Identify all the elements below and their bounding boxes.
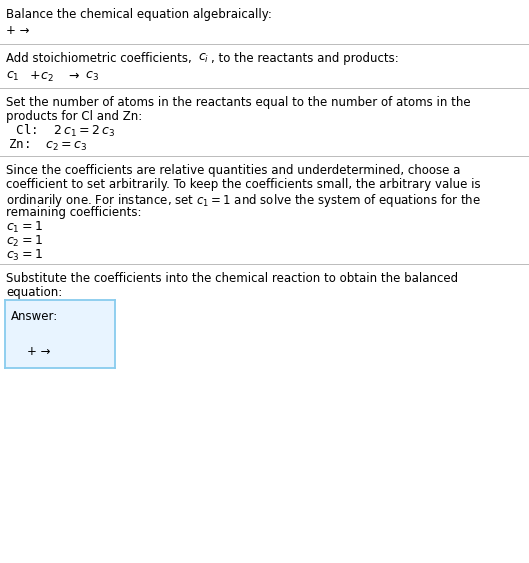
Text: Add stoichiometric coefficients,: Add stoichiometric coefficients, — [6, 52, 196, 65]
Text: $c_1 = 1$: $c_1 = 1$ — [6, 220, 43, 235]
Text: $+c_2$: $+c_2$ — [26, 70, 54, 84]
Text: $c_1$: $c_1$ — [6, 70, 20, 83]
Text: , to the reactants and products:: , to the reactants and products: — [211, 52, 399, 65]
Text: Zn:  $c_2 = c_3$: Zn: $c_2 = c_3$ — [8, 138, 87, 153]
Text: equation:: equation: — [6, 286, 62, 299]
Text: Answer:: Answer: — [11, 310, 58, 323]
Text: Set the number of atoms in the reactants equal to the number of atoms in the: Set the number of atoms in the reactants… — [6, 96, 471, 109]
Text: coefficient to set arbitrarily. To keep the coefficients small, the arbitrary va: coefficient to set arbitrarily. To keep … — [6, 178, 481, 191]
Text: ordinarily one. For instance, set $c_1 = 1$ and solve the system of equations fo: ordinarily one. For instance, set $c_1 =… — [6, 192, 481, 209]
Text: + →: + → — [27, 345, 50, 358]
Text: $c_2 = 1$: $c_2 = 1$ — [6, 234, 43, 249]
Text: →: → — [61, 70, 79, 83]
Text: Since the coefficients are relative quantities and underdetermined, choose a: Since the coefficients are relative quan… — [6, 164, 460, 177]
Text: Cl:  $2\,c_1 = 2\,c_3$: Cl: $2\,c_1 = 2\,c_3$ — [8, 123, 115, 139]
Text: $c_3$: $c_3$ — [78, 70, 99, 83]
Text: + →: + → — [6, 24, 30, 37]
Text: $c_3 = 1$: $c_3 = 1$ — [6, 248, 43, 263]
Text: remaining coefficients:: remaining coefficients: — [6, 206, 141, 219]
Text: Balance the chemical equation algebraically:: Balance the chemical equation algebraica… — [6, 8, 272, 21]
Text: products for Cl and Zn:: products for Cl and Zn: — [6, 110, 142, 123]
Text: $c_i$: $c_i$ — [198, 52, 209, 65]
Text: Substitute the coefficients into the chemical reaction to obtain the balanced: Substitute the coefficients into the che… — [6, 272, 458, 285]
